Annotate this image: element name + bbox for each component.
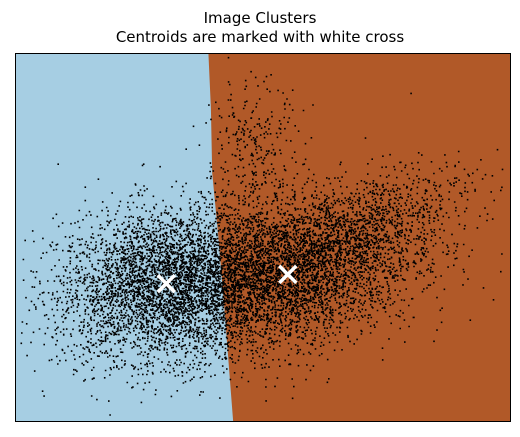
chart-title-block: Image Clusters Centroids are marked with… (0, 9, 520, 47)
centroid-cross-stroke (156, 273, 177, 294)
cluster-1-region (208, 53, 511, 422)
chart-title: Image Clusters (203, 9, 317, 27)
scatter-points (20, 56, 504, 416)
chart-subtitle: Centroids are marked with white cross (115, 28, 405, 46)
centroids (156, 264, 298, 294)
centroid-cross-stroke (278, 264, 298, 285)
centroid-marker-0 (156, 273, 177, 294)
centroid-marker-1 (278, 264, 298, 285)
data-points (20, 56, 504, 416)
plot-frame (15, 53, 511, 422)
